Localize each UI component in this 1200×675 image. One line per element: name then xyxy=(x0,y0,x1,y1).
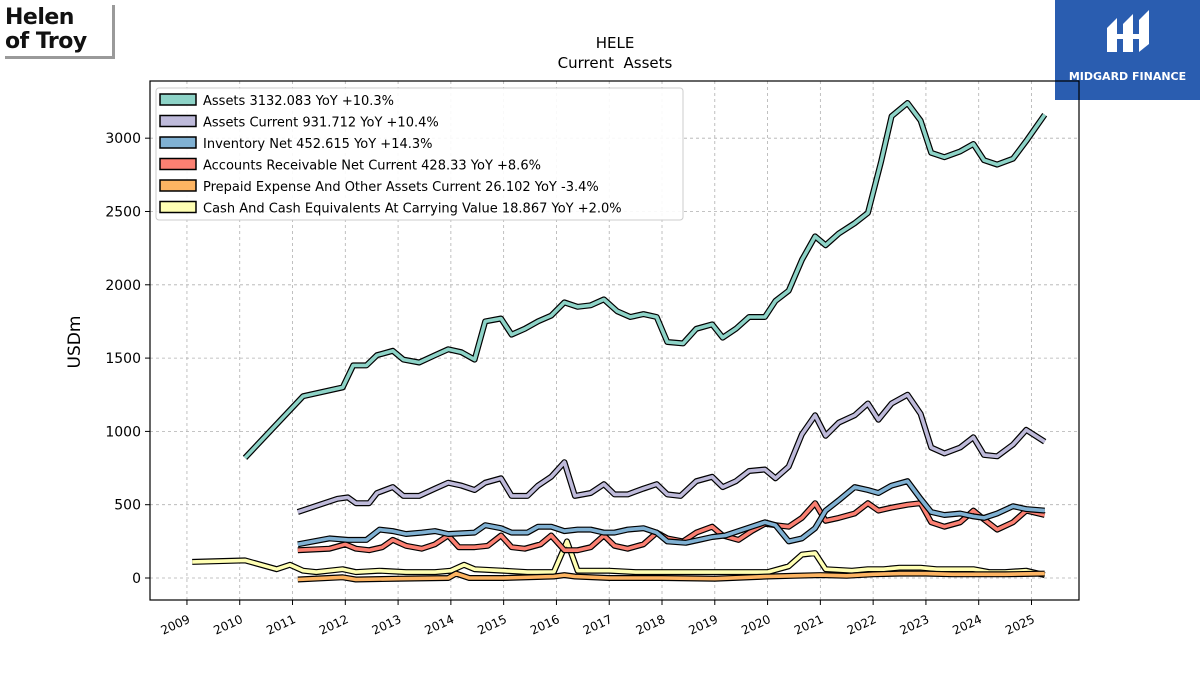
x-tick-label: 2018 xyxy=(634,612,668,638)
chart-title: HELE xyxy=(596,34,635,52)
legend-swatch xyxy=(159,200,197,214)
y-tick-label: 1000 xyxy=(105,424,141,440)
legend-box xyxy=(155,87,684,221)
x-tick-label: 2017 xyxy=(581,612,615,638)
x-tick-label: 2020 xyxy=(739,612,773,638)
y-tick-label: 0 xyxy=(132,571,141,587)
legend-swatch xyxy=(159,136,197,149)
x-tick-label: 2019 xyxy=(686,612,720,638)
x-tick-label: 2011 xyxy=(264,612,298,638)
series-line-cash-and-cash-equivalents-at-carrying-value xyxy=(192,539,1046,577)
chart-subtitle: Current Assets xyxy=(558,54,673,72)
legend-label: Prepaid Expense And Other Assets Current… xyxy=(203,180,599,195)
legend-label: Inventory Net 452.615 YoY +14.3% xyxy=(203,137,433,152)
midgard-finance-logo: MIDGARD FINANCE xyxy=(1055,0,1200,100)
legend-swatch xyxy=(159,157,197,171)
midgard-finance-name: MIDGARD FINANCE xyxy=(1068,70,1187,83)
plot-frame xyxy=(149,80,1080,601)
legend-label: Cash And Cash Equivalents At Carrying Va… xyxy=(203,202,622,217)
series-group xyxy=(192,100,1048,583)
legend-label: Accounts Receivable Net Current 428.33 Y… xyxy=(203,159,541,174)
x-tick-label: 2021 xyxy=(792,612,826,638)
y-tick-label: 500 xyxy=(114,498,141,514)
x-tick-label: 2022 xyxy=(845,612,879,638)
legend-swatch xyxy=(159,179,197,192)
legend: Assets 3132.083 YoY +10.3% Assets Current… xyxy=(155,87,684,221)
series-line-inventory-net xyxy=(297,479,1045,547)
logo-line-2: of Troy xyxy=(5,29,87,54)
series-line-prepaid-expense-and-other-assets-current xyxy=(297,571,1045,582)
y-tick-label: 1500 xyxy=(105,351,141,367)
x-tick-label: 2024 xyxy=(950,612,984,638)
x-tick-label: 2016 xyxy=(528,612,562,638)
x-tick-label: 2013 xyxy=(370,612,404,638)
legend-label: Assets Current 931.712 YoY +10.4% xyxy=(203,116,439,131)
helen-of-troy-logo: Helen of Troy xyxy=(5,5,115,59)
x-tick-label: 2009 xyxy=(159,612,193,638)
y-tick-label: 2500 xyxy=(105,204,141,220)
logo-line-1: Helen xyxy=(5,5,74,30)
midgard-emblem-icon xyxy=(1107,10,1149,52)
x-tick-label: 2023 xyxy=(898,612,932,638)
series-line-assets xyxy=(243,101,1047,460)
x-tick-label: 2010 xyxy=(211,612,245,638)
x-tick-label: 2015 xyxy=(475,612,509,638)
y-axis-label: USDm xyxy=(65,316,85,369)
x-tick-label: 2014 xyxy=(423,612,457,638)
legend-label: Assets 3132.083 YoY +10.3% xyxy=(203,94,394,109)
x-tick-label: 2012 xyxy=(317,612,351,638)
series-line-assets-current xyxy=(297,392,1046,514)
legend-swatch xyxy=(159,93,197,106)
y-tick-label: 3000 xyxy=(105,131,141,147)
x-tick-label: 2025 xyxy=(1003,612,1037,638)
legend-swatch xyxy=(159,114,197,128)
y-tick-label: 2000 xyxy=(105,278,141,294)
